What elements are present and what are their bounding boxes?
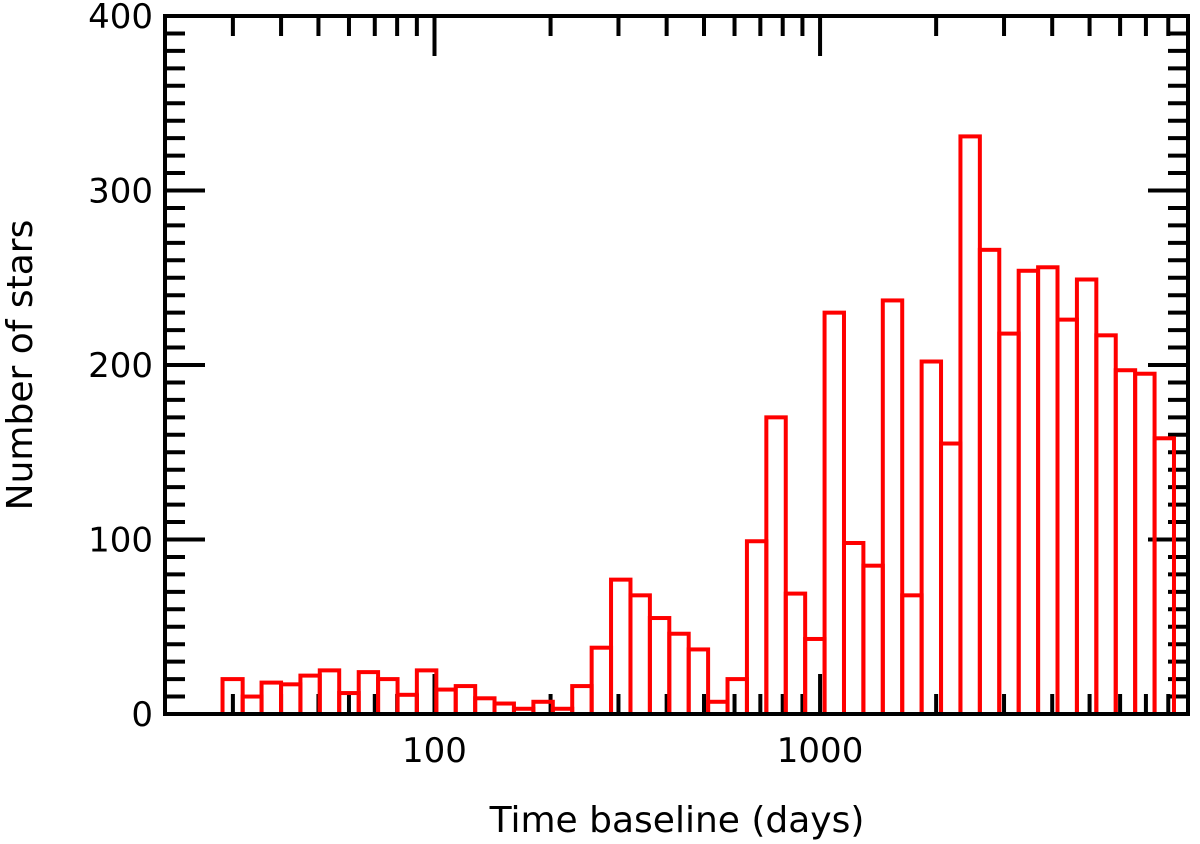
histogram-bar bbox=[764, 415, 788, 716]
histogram-bar bbox=[434, 687, 458, 717]
tick-labels: 0 100 200 300 400 100 1000 bbox=[88, 0, 863, 771]
x-axis-title: Time baseline (days) bbox=[489, 800, 865, 841]
y-tick-label: 400 bbox=[88, 0, 153, 37]
histogram-bar bbox=[667, 631, 691, 716]
axis-ticks bbox=[163, 14, 1190, 716]
histogram-bar bbox=[259, 680, 284, 717]
x-tick-label: 100 bbox=[402, 731, 467, 771]
histogram-bar bbox=[725, 677, 749, 716]
histogram-bar bbox=[1094, 333, 1118, 716]
x-tick-label: 1000 bbox=[777, 731, 864, 771]
histogram-bar bbox=[997, 331, 1021, 716]
plot-frame bbox=[163, 14, 1190, 716]
histogram-bar bbox=[880, 298, 905, 716]
histogram-bar bbox=[1016, 268, 1041, 716]
histogram-bar bbox=[958, 134, 982, 716]
histogram-bar bbox=[395, 692, 419, 716]
histogram-bar bbox=[628, 593, 652, 717]
histogram-bar bbox=[609, 577, 633, 717]
histogram-bar bbox=[939, 441, 963, 716]
histogram-bar bbox=[317, 668, 342, 716]
histogram-bar bbox=[919, 359, 944, 716]
y-tick-label: 0 bbox=[131, 695, 153, 735]
histogram-bar bbox=[977, 247, 1002, 717]
histogram-bar bbox=[1036, 265, 1060, 716]
histogram-bar bbox=[1055, 317, 1079, 716]
histogram-bar bbox=[1133, 371, 1157, 716]
histogram-bar bbox=[570, 684, 594, 717]
y-tick-label: 300 bbox=[88, 172, 153, 212]
histogram-bars bbox=[220, 134, 1176, 717]
histogram-bar bbox=[841, 540, 866, 716]
y-axis-title: Number of stars bbox=[0, 220, 41, 511]
y-tick-label: 200 bbox=[88, 346, 153, 386]
y-tick-label: 100 bbox=[88, 521, 153, 561]
histogram-bar bbox=[1113, 368, 1138, 716]
histogram-bar bbox=[240, 694, 264, 716]
histogram-bar bbox=[279, 682, 303, 717]
histogram-bar bbox=[822, 310, 846, 716]
histogram-bar bbox=[473, 696, 497, 716]
histogram-bar bbox=[453, 684, 478, 717]
histogram-bar bbox=[376, 677, 400, 716]
histogram-bar bbox=[589, 645, 614, 716]
histogram-bar bbox=[861, 563, 885, 716]
histogram-bar bbox=[900, 593, 924, 717]
histogram-bar bbox=[1074, 277, 1099, 716]
histogram-bar bbox=[744, 539, 769, 716]
